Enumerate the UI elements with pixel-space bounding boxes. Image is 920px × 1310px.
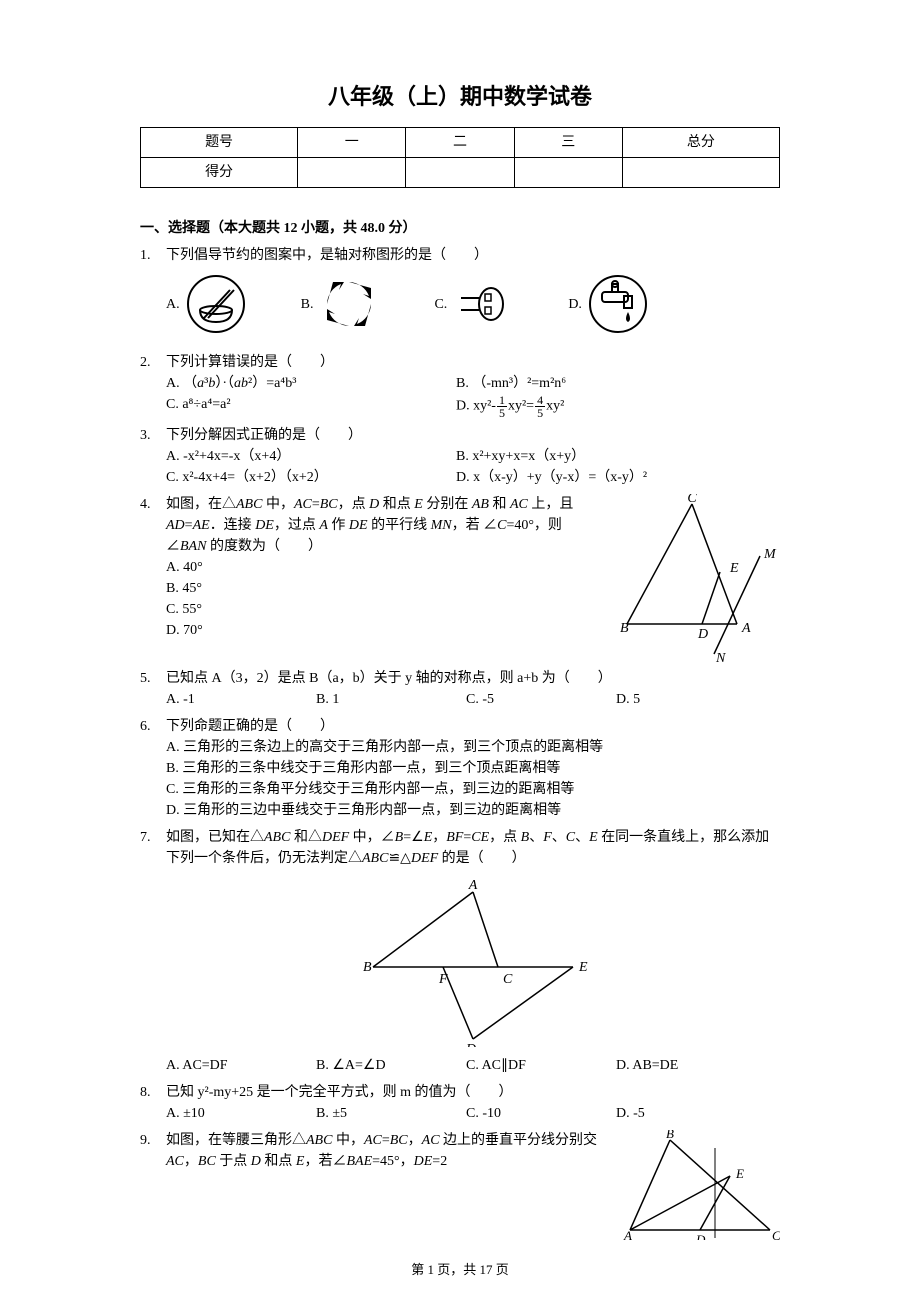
score-table: 题号 一 二 三 总分 得分 (140, 127, 780, 188)
q6-opt-d: D. 三角形的三边中垂线交于三角形内部一点，到三边的距离相等 (166, 800, 780, 821)
q6-text: 下列命题正确的是（ ） (166, 716, 780, 737)
q7-opt-a: A. AC=DF (166, 1055, 316, 1076)
label-e: E (729, 561, 739, 576)
q1-opt-b-label: B. (301, 294, 314, 315)
q1-opt-c-label: C. (434, 294, 447, 315)
q2-num: 2. (140, 352, 166, 419)
q4-num: 4. (140, 494, 166, 662)
q7-label-d: D (465, 1042, 476, 1047)
q9-label-c: C (772, 1228, 780, 1240)
q2-opt-c: C. a⁸÷a⁴=a² (166, 394, 456, 419)
q2-opt-b: B. （-mn³）²=m²n⁶ (456, 373, 746, 394)
label-a: A (741, 621, 751, 636)
q5-opt-b: B. 1 (316, 689, 466, 710)
q3-opt-a: A. -x²+4x=-x（x+4） (166, 446, 456, 467)
q1-num: 1. (140, 245, 166, 346)
q7-label-c: C (503, 972, 513, 987)
col-2: 二 (406, 128, 514, 158)
row-label: 得分 (141, 158, 298, 188)
q9-label-a: A (623, 1228, 632, 1240)
q4-opt-a: A. 40° (166, 557, 602, 578)
triangle-diagram: C E M B D A N (612, 494, 780, 662)
score-3 (514, 158, 622, 188)
col-total: 总分 (622, 128, 779, 158)
q8-text: 已知 y²-my+25 是一个完全平方式，则 m 的值为（ ） (166, 1082, 780, 1103)
bowl-icon (186, 274, 246, 334)
q7-text: 如图，已知在△ABC 和△DEF 中，∠B=∠E，BF=CE，点 B、F、C、E… (166, 827, 780, 869)
question-4: 4. 如图，在△ABC 中，AC=BC，点 D 和点 E 分别在 AB 和 AC… (140, 494, 780, 662)
q7-label-f: F (438, 972, 448, 987)
q5-num: 5. (140, 668, 166, 710)
q3-text: 下列分解因式正确的是（ ） (166, 425, 780, 446)
q3-opt-b: B. x²+xy+x=x（x+y） (456, 446, 746, 467)
label-n: N (715, 651, 726, 662)
q1-text: 下列倡导节约的图案中，是轴对称图形的是（ ） (166, 245, 780, 266)
question-6: 6. 下列命题正确的是（ ） A. 三角形的三条边上的高交于三角形内部一点，到三… (140, 716, 780, 821)
congruent-triangles-diagram: A B F C E D (343, 877, 603, 1047)
label-m: M (763, 547, 777, 562)
q7-opt-b: B. ∠A=∠D (316, 1055, 466, 1076)
q9-label-d: D (695, 1232, 706, 1240)
q3-opt-d: D. x（x-y）+y（y-x）=（x-y）² (456, 467, 746, 488)
q2-text: 下列计算错误的是（ ） (166, 352, 780, 373)
q6-opt-b: B. 三角形的三条中线交于三角形内部一点，到三个顶点距离相等 (166, 758, 780, 779)
q3-num: 3. (140, 425, 166, 488)
q5-opt-c: C. -5 (466, 689, 616, 710)
q2-opt-d: D. xy²-15xy²=45xy² (456, 394, 746, 419)
col-3: 三 (514, 128, 622, 158)
q4-opt-c: C. 55° (166, 599, 602, 620)
q5-opt-d: D. 5 (616, 689, 766, 710)
score-1 (298, 158, 406, 188)
label-d: D (697, 627, 708, 642)
q5-opt-a: A. -1 (166, 689, 316, 710)
faucet-icon (588, 274, 648, 334)
q4-opt-d: D. 70° (166, 620, 602, 641)
q8-num: 8. (140, 1082, 166, 1124)
q7-label-b: B (363, 960, 372, 975)
question-9: 9. 如图，在等腰三角形△ABC 中，AC=BC，AC 边上的垂直平分线分别交 … (140, 1130, 780, 1240)
label-b: B (620, 621, 629, 636)
section-1-header: 一、选择题（本大题共 12 小题，共 48.0 分） (140, 218, 780, 239)
question-1: 1. 下列倡导节约的图案中，是轴对称图形的是（ ） A. B. (140, 245, 780, 346)
q9-text: 如图，在等腰三角形△ABC 中，AC=BC，AC 边上的垂直平分线分别交 AC，… (166, 1130, 610, 1172)
score-2 (406, 158, 514, 188)
q9-label-e: E (735, 1166, 744, 1181)
question-7: 7. 如图，已知在△ABC 和△DEF 中，∠B=∠E，BF=CE，点 B、F、… (140, 827, 780, 1076)
q7-label-e: E (578, 960, 588, 975)
page-footer: 第 1 页，共 17 页 (140, 1260, 780, 1280)
score-total (622, 158, 779, 188)
header-label: 题号 (141, 128, 298, 158)
q6-num: 6. (140, 716, 166, 821)
q8-opt-c: C. -10 (466, 1103, 616, 1124)
q6-opt-c: C. 三角形的三条角平分线交于三角形内部一点，到三边的距离相等 (166, 779, 780, 800)
q4-opt-b: B. 45° (166, 578, 602, 599)
q6-opt-a: A. 三角形的三条边上的高交于三角形内部一点，到三个顶点的距离相等 (166, 737, 780, 758)
recycle-icon (319, 274, 379, 334)
q8-opt-d: D. -5 (616, 1103, 766, 1124)
question-5: 5. 已知点 A（3，2）是点 B（a，b）关于 y 轴的对称点，则 a+b 为… (140, 668, 780, 710)
q2-opt-a: A. （a³b）·（ab²）=a⁴b³ (166, 373, 456, 394)
q7-opt-c: C. AC∥DF (466, 1055, 616, 1076)
q1-opt-d-label: D. (568, 294, 582, 315)
question-3: 3. 下列分解因式正确的是（ ） A. -x²+4x=-x（x+4） B. x²… (140, 425, 780, 488)
q5-text: 已知点 A（3，2）是点 B（a，b）关于 y 轴的对称点，则 a+b 为（ ） (166, 668, 780, 689)
question-8: 8. 已知 y²-my+25 是一个完全平方式，则 m 的值为（ ） A. ±1… (140, 1082, 780, 1124)
plug-icon (453, 274, 513, 334)
q3-opt-c: C. x²-4x+4=（x+2）（x+2） (166, 467, 456, 488)
col-1: 一 (298, 128, 406, 158)
page-title: 八年级（上）期中数学试卷 (140, 80, 780, 113)
q7-label-a: A (468, 878, 478, 893)
question-2: 2. 下列计算错误的是（ ） A. （a³b）·（ab²）=a⁴b³ B. （-… (140, 352, 780, 419)
q4-text: 如图，在△ABC 中，AC=BC，点 D 和点 E 分别在 AB 和 AC 上，… (166, 494, 602, 557)
q7-num: 7. (140, 827, 166, 1076)
isoceles-triangle-diagram: B E A D C (620, 1130, 780, 1240)
q8-opt-b: B. ±5 (316, 1103, 466, 1124)
q9-num: 9. (140, 1130, 166, 1240)
q1-opt-a-label: A. (166, 294, 180, 315)
q8-opt-a: A. ±10 (166, 1103, 316, 1124)
q7-opt-d: D. AB=DE (616, 1055, 766, 1076)
label-c: C (687, 494, 697, 506)
q9-label-b: B (666, 1130, 674, 1141)
